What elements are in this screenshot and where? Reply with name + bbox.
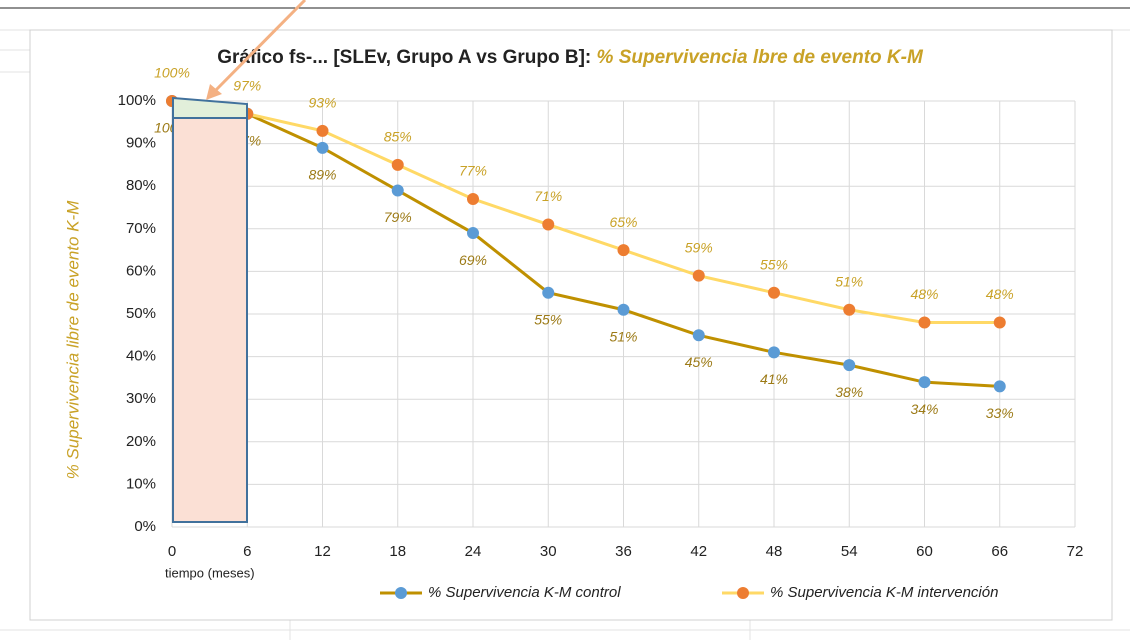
y-tick-label: 0% (134, 518, 156, 535)
data-point (918, 316, 931, 329)
data-label: 71% (534, 188, 562, 204)
data-label: 38% (835, 384, 863, 400)
data-label: 34% (910, 401, 938, 417)
data-point (768, 346, 780, 359)
y-tick-label: 60% (126, 262, 156, 279)
data-point (316, 141, 329, 154)
data-label: 48% (986, 286, 1014, 302)
y-tick-label: 70% (126, 220, 156, 237)
legend-marker (395, 587, 407, 599)
data-point (692, 329, 705, 342)
data-point (391, 184, 404, 197)
data-label: 89% (308, 167, 336, 183)
y-tick-label: 80% (126, 177, 156, 194)
data-point (542, 218, 555, 231)
data-label: 41% (760, 371, 788, 387)
title-highlight: % Supervivencia lbre de evento K-M (597, 47, 924, 68)
x-tick-label: 18 (389, 543, 406, 560)
x-tick-label: 42 (690, 543, 707, 560)
data-label: 59% (685, 239, 713, 255)
x-tick-label: 0 (168, 543, 176, 560)
data-label: 55% (760, 256, 788, 272)
x-tick-label: 24 (465, 543, 482, 560)
data-point (467, 227, 479, 240)
y-axis-label: % Supervivencia libre de evento K-M (63, 200, 82, 480)
data-label: 79% (384, 209, 412, 225)
y-tick-label: 10% (126, 475, 156, 492)
x-tick-label: 48 (766, 543, 783, 560)
data-label: 97% (233, 77, 261, 93)
plot: 0% 10% 20% 30% 40% 50% 60% 70% 80% 90% 100% 0 6 12 18 2… (118, 65, 1084, 601)
data-point (391, 158, 404, 171)
data-label: 51% (835, 273, 863, 289)
data-label: 33% (986, 405, 1014, 421)
data-point (542, 286, 555, 299)
data-point (692, 269, 705, 282)
annotation-overlay (172, 0, 307, 523)
y-tick-label: 100% (118, 92, 156, 109)
series-line (171, 99, 1000, 388)
chart-title: Gráfico fs-... [SLEv, Grupo A vs Grupo B… (217, 47, 924, 68)
x-tick-label: 6 (243, 543, 251, 560)
series-line (171, 99, 1000, 325)
highlight-box (172, 117, 248, 523)
legend-label: % Supervivencia K-M intervención (770, 584, 998, 601)
data-point (918, 376, 931, 389)
data-label: 51% (609, 328, 637, 344)
arrow (212, 0, 307, 94)
data-label: 77% (459, 163, 487, 179)
data-label: 45% (685, 354, 713, 370)
y-tick-label: 30% (126, 390, 156, 407)
x-tick-label: 30 (540, 543, 557, 560)
data-point (467, 192, 479, 205)
data-label: 69% (459, 252, 487, 268)
arrow-head (206, 84, 222, 100)
data-label: 48% (910, 286, 938, 302)
data-label: 85% (384, 129, 412, 145)
highlight-cap (172, 96, 248, 119)
legend-marker (737, 587, 749, 599)
data-label: 55% (534, 311, 562, 327)
data-point (768, 286, 780, 299)
data-point (617, 303, 630, 316)
data-point (316, 124, 329, 137)
y-tick-label: 40% (126, 348, 156, 365)
data-point (993, 380, 1006, 393)
data-label: 93% (308, 95, 336, 111)
data-point (617, 244, 630, 257)
x-tick-label: 66 (991, 543, 1008, 560)
x-tick-label: 60 (916, 543, 933, 560)
legend-label: % Supervivencia K-M control (428, 584, 621, 601)
x-tick-label: 54 (841, 543, 858, 560)
data-point (993, 316, 1006, 329)
data-point (843, 359, 856, 372)
y-tick-label: 90% (126, 135, 156, 152)
x-axis-label: tiempo (meses) (165, 565, 255, 580)
x-tick-label: 36 (615, 543, 632, 560)
data-label: 100% (154, 65, 190, 81)
data-label: 65% (609, 214, 637, 230)
data-point (843, 303, 856, 316)
y-tick-label: 50% (126, 305, 156, 322)
x-tick-label: 12 (314, 543, 331, 560)
x-tick-label: 72 (1067, 543, 1084, 560)
y-tick-label: 20% (126, 433, 156, 450)
title-main: Gráfico fs-... [SLEv, Grupo A vs Grupo B… (217, 47, 596, 68)
